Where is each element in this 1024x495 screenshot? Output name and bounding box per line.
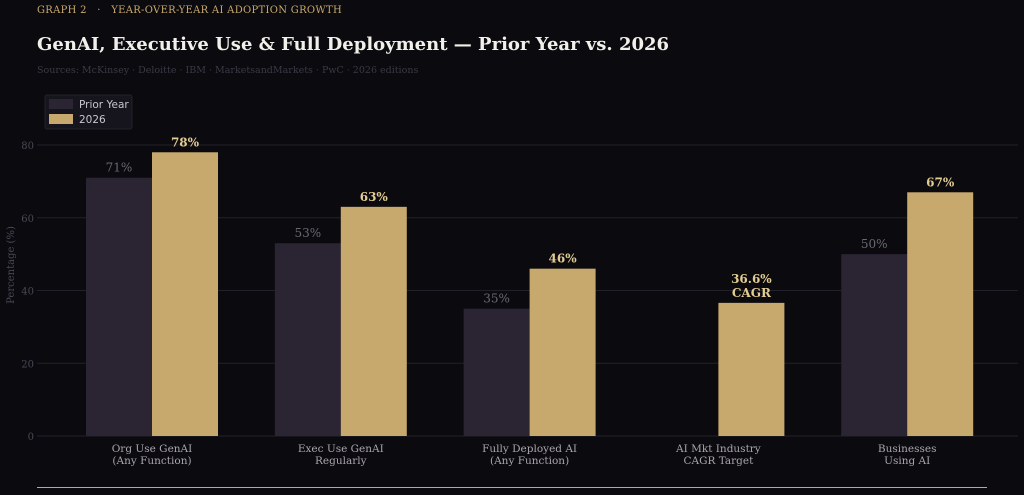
data-label-prior-year: 71% — [106, 161, 133, 175]
bar-2026 — [152, 152, 218, 436]
x-category-label: Regularly — [315, 455, 367, 467]
graph-eyebrow: GRAPH 2 · YEAR-OVER-YEAR AI ADOPTION GRO… — [37, 5, 342, 16]
y-axis-title: Percentage (%) — [6, 226, 17, 304]
bar-2026 — [529, 268, 596, 436]
y-tick-label: 0 — [28, 432, 34, 443]
data-label-prior-year: 35% — [483, 292, 510, 306]
bottom-divider — [37, 487, 987, 488]
y-tick-label: 40 — [21, 287, 34, 298]
legend-label-2026: 2026 — [79, 114, 106, 126]
bar-2026 — [907, 192, 974, 436]
chart-sources: Sources: McKinsey · Deloitte · IBM · Mar… — [37, 65, 419, 76]
y-tick-label: 60 — [21, 214, 34, 225]
x-category-label: (Any Function) — [112, 455, 191, 467]
bar-prior-year — [274, 243, 341, 436]
eyebrow-text: YEAR-OVER-YEAR AI ADOPTION GROWTH — [111, 5, 342, 16]
x-category-label: Exec Use GenAI — [298, 443, 384, 455]
y-tick-label: 20 — [21, 359, 34, 370]
data-label-2026: CAGR — [732, 286, 772, 300]
data-label-prior-year: 53% — [294, 226, 321, 240]
bar-prior-year — [841, 254, 908, 436]
legend-label-prior-year: Prior Year — [79, 99, 129, 111]
x-category-label: Fully Deployed AI — [482, 443, 577, 455]
bar-prior-year — [463, 308, 530, 436]
bar-2026 — [340, 206, 407, 436]
x-category-label: Using AI — [884, 455, 930, 467]
graph-number: GRAPH 2 — [37, 5, 87, 16]
x-category-label: CAGR Target — [683, 455, 754, 467]
x-category-label: Businesses — [878, 443, 937, 455]
x-category-label: (Any Function) — [490, 455, 569, 467]
x-category-label: AI Mkt Industry — [675, 443, 761, 455]
data-label-2026: 78% — [171, 135, 200, 149]
bar-prior-year — [86, 177, 152, 437]
eyebrow-separator: · — [97, 5, 101, 16]
data-label-2026: 67% — [926, 175, 955, 189]
data-label-prior-year: 50% — [861, 237, 888, 251]
bar-2026 — [718, 302, 785, 436]
legend-swatch-2026 — [49, 114, 73, 124]
y-tick-label: 80 — [21, 141, 34, 152]
x-category-label: Org Use GenAI — [112, 443, 193, 455]
legend-swatch-prior-year — [49, 99, 73, 109]
chart-title: GenAI, Executive Use & Full Deployment —… — [37, 34, 670, 55]
data-label-2026: 63% — [360, 190, 389, 204]
data-label-2026: 36.6% — [731, 272, 772, 286]
data-label-2026: 46% — [549, 252, 578, 266]
